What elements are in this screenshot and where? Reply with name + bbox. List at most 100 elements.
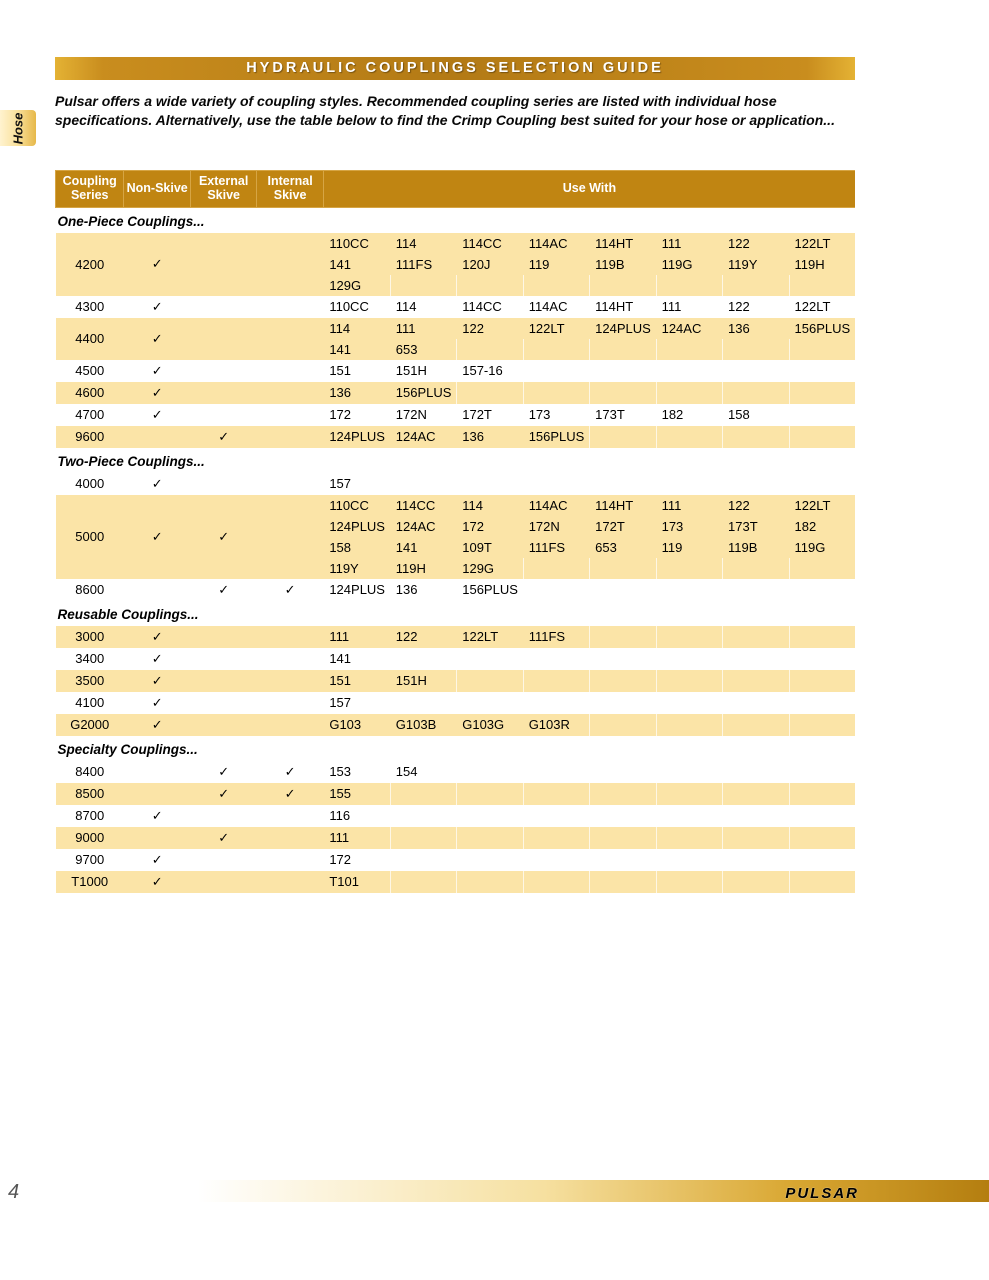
check-icon: ✓	[152, 629, 163, 644]
extskive-cell	[190, 648, 256, 670]
use-with-cell	[456, 827, 522, 849]
series-cell: 9700	[56, 849, 124, 871]
use-with-cell	[589, 670, 655, 692]
use-with-cell	[589, 473, 655, 495]
table-row: 8500✓✓155	[56, 783, 856, 805]
use-with-cell: 172	[323, 849, 389, 871]
use-with-cell	[656, 275, 722, 296]
extskive-cell	[190, 360, 256, 382]
col-usewith: Use With	[323, 171, 855, 208]
use-with-cell	[789, 382, 856, 404]
use-with-cell	[722, 275, 788, 296]
check-icon: ✓	[152, 852, 163, 867]
use-with-cell	[722, 426, 788, 448]
use-with-cell	[789, 871, 856, 893]
use-with-cell	[656, 871, 722, 893]
check-icon: ✓	[152, 407, 163, 422]
check-icon: ✓	[152, 717, 163, 732]
use-with-cell	[789, 783, 856, 805]
use-with-cell	[722, 579, 788, 601]
use-with-cell: 172N	[390, 404, 456, 426]
use-with-cell: 110CC	[323, 495, 389, 516]
use-with-cell: 114AC	[523, 233, 589, 254]
intskive-cell	[257, 827, 323, 849]
use-with-cell: 156PLUS	[456, 579, 522, 601]
use-with-cell: 119G	[656, 254, 722, 275]
extskive-cell	[190, 626, 256, 648]
use-with-cell: 111FS	[523, 626, 589, 648]
nonskive-cell	[124, 426, 190, 448]
extskive-cell	[190, 871, 256, 893]
use-with-cell: 122LT	[789, 296, 856, 318]
use-with-cell: 173	[656, 516, 722, 537]
series-cell: 8400	[56, 761, 124, 783]
intskive-cell	[257, 692, 323, 714]
check-icon: ✓	[285, 786, 296, 801]
intskive-cell: ✓	[257, 761, 323, 783]
nonskive-cell	[124, 827, 190, 849]
use-with-cell	[523, 558, 589, 579]
use-with-cell: 124AC	[390, 516, 456, 537]
section-label: Specialty Couplings...	[56, 736, 856, 761]
use-with-cell	[656, 692, 722, 714]
use-with-cell: 156PLUS	[789, 318, 856, 339]
table-row: 4400✓114111122122LT124PLUS124AC136156PLU…	[56, 318, 856, 339]
use-with-cell: 119G	[789, 537, 856, 558]
use-with-cell	[722, 871, 788, 893]
table-row: 4600✓136156PLUS	[56, 382, 856, 404]
use-with-cell	[589, 871, 655, 893]
use-with-cell	[656, 360, 722, 382]
use-with-cell: 173	[523, 404, 589, 426]
use-with-cell	[722, 339, 788, 360]
use-with-cell	[523, 849, 589, 871]
page-number: 4	[8, 1181, 19, 1204]
check-icon: ✓	[285, 764, 296, 779]
nonskive-cell: ✓	[124, 805, 190, 827]
intskive-cell	[257, 871, 323, 893]
extskive-cell	[190, 233, 256, 296]
check-icon: ✓	[218, 764, 229, 779]
table-row: 9600✓124PLUS124AC136156PLUS	[56, 426, 856, 448]
nonskive-cell: ✓	[124, 382, 190, 404]
use-with-cell: 114	[323, 318, 389, 339]
use-with-cell	[589, 714, 655, 736]
use-with-cell: 173T	[722, 516, 788, 537]
use-with-cell	[456, 339, 522, 360]
use-with-cell: 122LT	[456, 626, 522, 648]
use-with-cell	[456, 692, 522, 714]
use-with-cell	[523, 761, 589, 783]
use-with-cell	[589, 579, 655, 601]
use-with-cell	[789, 426, 856, 448]
use-with-cell	[589, 360, 655, 382]
extskive-cell	[190, 849, 256, 871]
use-with-cell	[523, 805, 589, 827]
series-cell: 3400	[56, 648, 124, 670]
use-with-cell: 114CC	[456, 296, 522, 318]
use-with-cell	[789, 360, 856, 382]
table-row: 5000✓✓110CC114CC114114AC114HT111122122LT	[56, 495, 856, 516]
use-with-cell	[722, 692, 788, 714]
use-with-cell: 172	[456, 516, 522, 537]
use-with-cell: 119H	[390, 558, 456, 579]
section-label: Reusable Couplings...	[56, 601, 856, 626]
use-with-cell	[523, 473, 589, 495]
use-with-cell: 122	[722, 296, 788, 318]
use-with-cell	[523, 360, 589, 382]
nonskive-cell: ✓	[124, 714, 190, 736]
check-icon: ✓	[285, 582, 296, 597]
series-cell: 8600	[56, 579, 124, 601]
use-with-cell	[656, 426, 722, 448]
table-row: 9700 ✓ 172	[56, 849, 856, 871]
section-header: Reusable Couplings...	[56, 601, 856, 626]
section-label: Two-Piece Couplings...	[56, 448, 856, 473]
use-with-cell	[789, 670, 856, 692]
use-with-cell	[722, 360, 788, 382]
check-icon: ✓	[152, 331, 163, 346]
nonskive-cell: ✓	[124, 360, 190, 382]
use-with-cell	[390, 275, 456, 296]
use-with-cell	[722, 714, 788, 736]
use-with-cell: 114HT	[589, 296, 655, 318]
check-icon: ✓	[152, 695, 163, 710]
use-with-cell: 119	[523, 254, 589, 275]
use-with-cell: 157	[323, 473, 389, 495]
